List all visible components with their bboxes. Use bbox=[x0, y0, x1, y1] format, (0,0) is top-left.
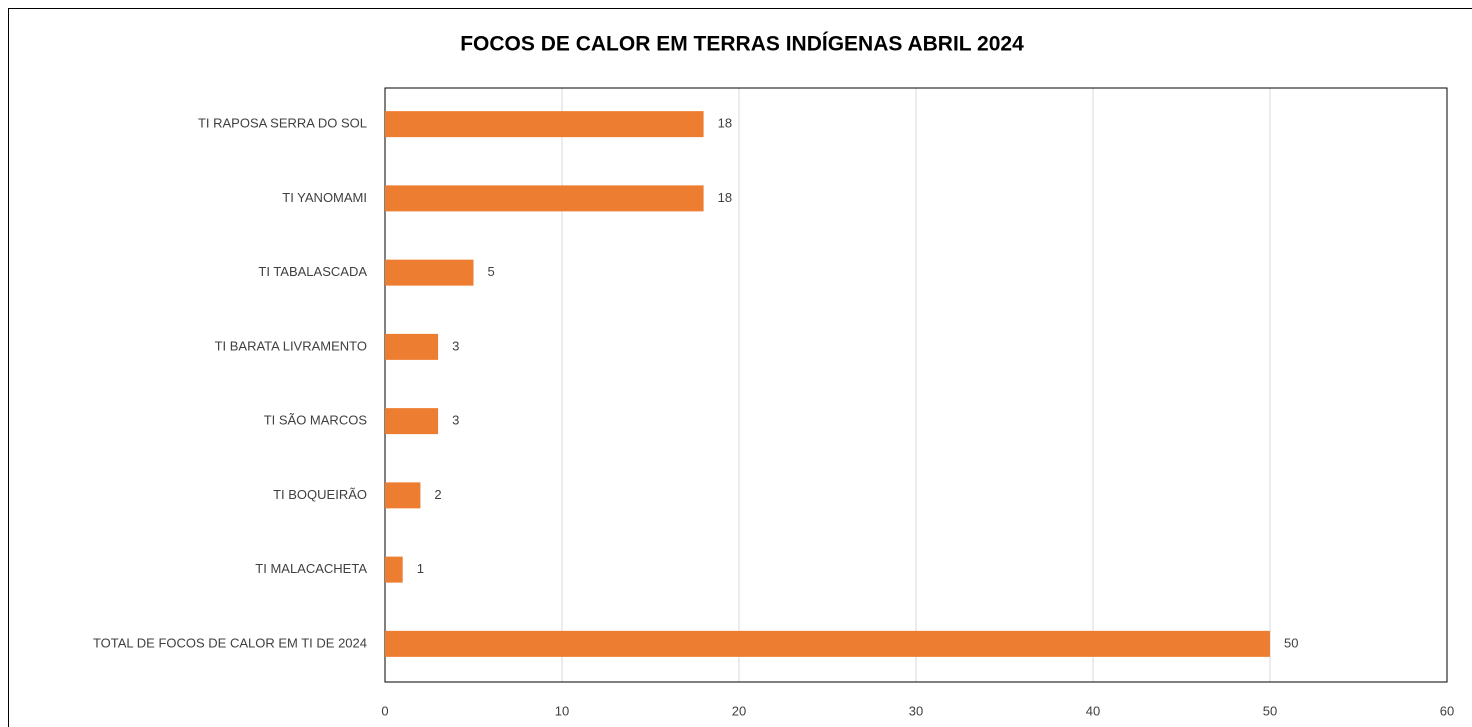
y-tick-label: TI SÃO MARCOS bbox=[264, 413, 368, 428]
x-tick-label: 30 bbox=[909, 703, 923, 718]
y-tick-label: TI RAPOSA SERRA DO SOL bbox=[198, 116, 367, 131]
y-tick-label: TI BARATA LIVRAMENTO bbox=[215, 338, 367, 353]
bar bbox=[385, 185, 704, 212]
y-tick-label: TOTAL DE FOCOS DE CALOR EM TI DE 2024 bbox=[93, 635, 367, 650]
x-tick-label: 0 bbox=[381, 703, 388, 718]
data-label: 3 bbox=[452, 338, 459, 353]
x-tick-label: 60 bbox=[1440, 703, 1454, 718]
data-label: 2 bbox=[434, 487, 441, 502]
bar bbox=[385, 259, 474, 286]
bar bbox=[385, 556, 403, 583]
data-label: 3 bbox=[452, 413, 459, 428]
bar bbox=[385, 111, 704, 138]
bar bbox=[385, 482, 421, 509]
bar bbox=[385, 408, 439, 435]
data-label: 50 bbox=[1284, 635, 1298, 650]
data-label: 5 bbox=[488, 264, 495, 279]
x-tick-label: 20 bbox=[732, 703, 746, 718]
y-tick-label: TI YANOMAMI bbox=[282, 190, 367, 205]
x-tick-label: 50 bbox=[1263, 703, 1277, 718]
data-label: 18 bbox=[718, 116, 732, 131]
bar bbox=[385, 630, 1270, 657]
chart-title: FOCOS DE CALOR EM TERRAS INDÍGENAS ABRIL… bbox=[460, 33, 1024, 56]
bar bbox=[385, 333, 439, 360]
x-tick-label: 10 bbox=[555, 703, 569, 718]
data-label: 18 bbox=[718, 190, 732, 205]
y-tick-label: TI BOQUEIRÃO bbox=[273, 487, 367, 502]
y-tick-label: TI MALACACHETA bbox=[255, 561, 367, 576]
x-tick-label: 40 bbox=[1086, 703, 1100, 718]
y-tick-label: TI TABALASCADA bbox=[258, 264, 367, 279]
chart-border bbox=[8, 8, 1472, 727]
plot-area-border bbox=[384, 87, 1448, 683]
data-label: 1 bbox=[417, 561, 424, 576]
